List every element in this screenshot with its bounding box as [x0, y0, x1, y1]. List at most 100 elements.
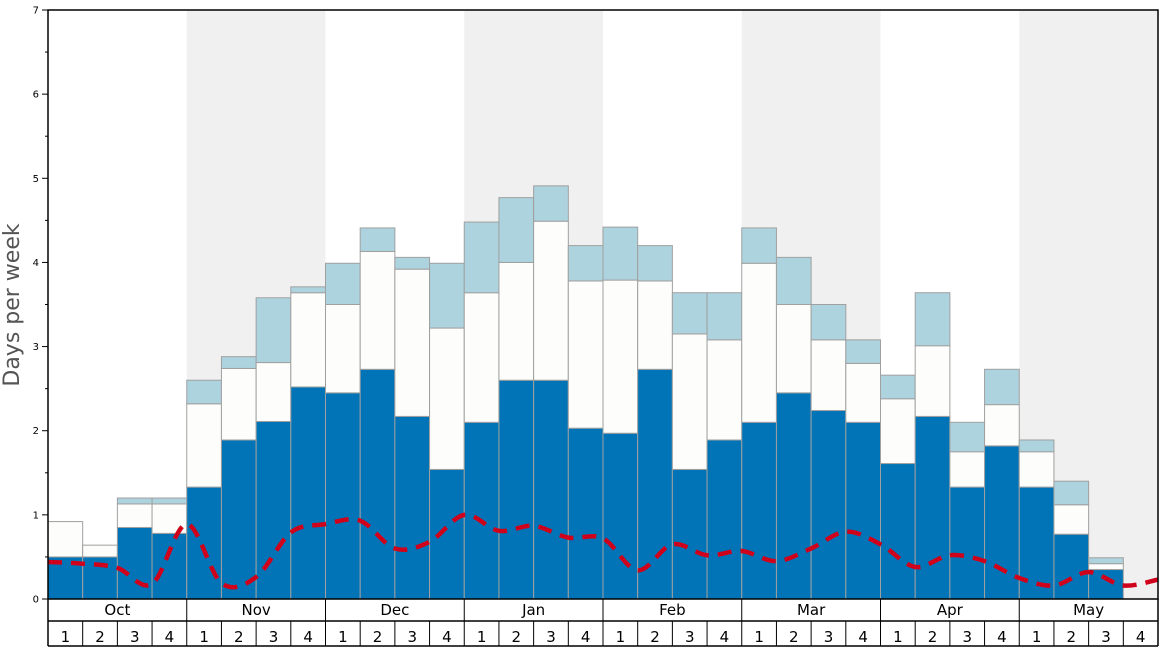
- bar-segment: [394, 268, 431, 417]
- bar-segment: [880, 463, 916, 600]
- bar-segment: [255, 297, 292, 364]
- week-label: 1: [1032, 628, 1042, 646]
- bar-segment: [810, 339, 847, 412]
- month-label: Nov: [241, 601, 270, 619]
- bar-segment: [47, 521, 84, 558]
- bars: [47, 185, 1124, 600]
- bar-segment: [845, 421, 881, 600]
- week-label: 2: [928, 628, 938, 646]
- bar-segment: [1018, 439, 1055, 453]
- week-label: 4: [165, 628, 175, 646]
- bar-segment: [498, 261, 535, 381]
- bar-segment: [1088, 569, 1124, 600]
- bar-segment: [429, 468, 465, 600]
- y-tick-label: 3: [33, 342, 39, 353]
- bar-segment: [220, 356, 257, 369]
- bar-segment: [429, 262, 465, 329]
- bar-segment: [220, 439, 257, 600]
- y-axis-label: Days per week: [0, 223, 25, 386]
- week-label: 4: [858, 628, 868, 646]
- month-label: Oct: [104, 601, 130, 619]
- week-label: 2: [650, 628, 660, 646]
- bar-segment: [949, 486, 986, 600]
- bar-segment: [1088, 557, 1124, 565]
- bar-segment: [567, 427, 604, 600]
- bar-segment: [741, 227, 777, 264]
- y-tick-label: 6: [33, 90, 39, 101]
- bar-segment: [1053, 480, 1090, 506]
- bar-segment: [671, 468, 708, 600]
- bar-segment: [706, 292, 743, 341]
- y-tick-label: 0: [33, 595, 39, 606]
- bar-segment: [567, 280, 604, 429]
- bar-segment: [1053, 533, 1090, 600]
- week-label: 3: [130, 628, 140, 646]
- bar-segment: [82, 544, 118, 558]
- week-label: 4: [997, 628, 1007, 646]
- bar-segment: [429, 327, 465, 470]
- bar-segment: [741, 262, 777, 423]
- month-label: May: [1073, 601, 1104, 619]
- bar-segment: [463, 292, 500, 423]
- week-label: 1: [616, 628, 626, 646]
- bar-segment: [949, 451, 986, 488]
- y-tick-label: 7: [33, 6, 39, 17]
- bar-segment: [637, 245, 673, 282]
- week-label: 2: [95, 628, 105, 646]
- bar-segment: [151, 497, 188, 505]
- bar-segment: [151, 532, 188, 600]
- bar-segment: [949, 421, 986, 453]
- bar-segment: [706, 439, 743, 600]
- week-label: 1: [754, 628, 764, 646]
- week-label: 4: [303, 628, 313, 646]
- bar-segment: [880, 374, 916, 400]
- week-label: 3: [546, 628, 556, 646]
- week-label: 1: [338, 628, 348, 646]
- bar-segment: [1053, 504, 1090, 535]
- bar-segment: [359, 250, 396, 370]
- month-label: Jan: [521, 601, 545, 619]
- week-label: 3: [962, 628, 972, 646]
- week-label: 1: [199, 628, 209, 646]
- week-label: 3: [407, 628, 417, 646]
- bar-segment: [810, 410, 847, 600]
- bar-segment: [567, 245, 604, 282]
- y-tick-label: 1: [33, 510, 39, 521]
- bar-segment: [463, 421, 500, 600]
- bar-segment: [325, 262, 361, 305]
- week-label: 1: [61, 628, 71, 646]
- trend-line: [47, 512, 1159, 590]
- week-label: 3: [824, 628, 834, 646]
- bar-segment: [602, 432, 639, 600]
- bar-segment: [984, 368, 1020, 406]
- month-label: Mar: [797, 601, 826, 619]
- bar-segment: [1088, 563, 1124, 571]
- month-label: Apr: [937, 601, 964, 619]
- bar-segment: [186, 379, 222, 405]
- bar-segment: [533, 220, 569, 381]
- bar-segment: [325, 304, 361, 394]
- bar-segment: [602, 279, 639, 434]
- week-label: 4: [442, 628, 452, 646]
- bar-segment: [741, 421, 777, 600]
- bar-segment: [498, 197, 535, 263]
- bar-segment: [290, 286, 326, 294]
- week-label: 3: [1101, 628, 1111, 646]
- bar-segment: [914, 415, 951, 600]
- week-label: 2: [373, 628, 383, 646]
- y-tick-label: 2: [33, 426, 39, 437]
- bar-segment: [637, 368, 673, 600]
- bar-segment: [498, 379, 535, 600]
- bar-segment: [290, 386, 326, 600]
- bar-segment: [810, 304, 847, 341]
- bar-segment: [463, 221, 500, 294]
- bar-segment: [255, 420, 292, 600]
- bar-segment: [394, 256, 431, 270]
- bar-segment: [220, 367, 257, 441]
- bar-segment: [1018, 451, 1055, 488]
- bar-segment: [984, 445, 1020, 600]
- bar-segment: [914, 292, 951, 347]
- month-label: Dec: [380, 601, 409, 619]
- week-label: 1: [893, 628, 903, 646]
